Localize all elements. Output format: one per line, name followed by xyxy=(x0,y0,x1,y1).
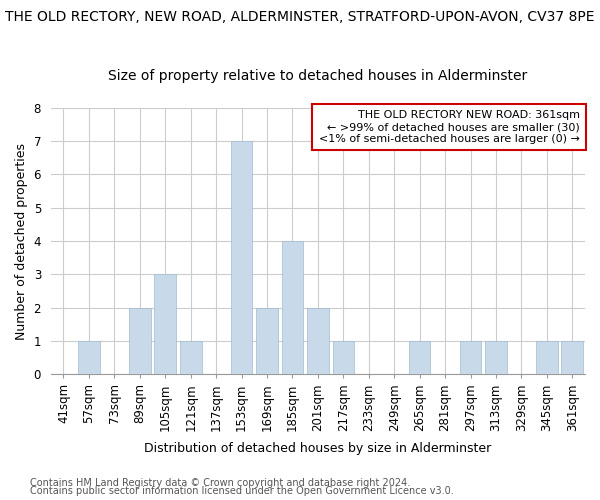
Bar xyxy=(180,341,202,374)
Text: THE OLD RECTORY NEW ROAD: 361sqm
← >99% of detached houses are smaller (30)
<1% : THE OLD RECTORY NEW ROAD: 361sqm ← >99% … xyxy=(319,110,580,144)
X-axis label: Distribution of detached houses by size in Alderminster: Distribution of detached houses by size … xyxy=(144,442,491,455)
Bar xyxy=(332,341,354,374)
Bar xyxy=(78,341,100,374)
Bar xyxy=(485,341,507,374)
Text: THE OLD RECTORY, NEW ROAD, ALDERMINSTER, STRATFORD-UPON-AVON, CV37 8PE: THE OLD RECTORY, NEW ROAD, ALDERMINSTER,… xyxy=(5,10,595,24)
Bar xyxy=(129,308,151,374)
Bar xyxy=(256,308,278,374)
Bar xyxy=(231,141,253,374)
Title: Size of property relative to detached houses in Alderminster: Size of property relative to detached ho… xyxy=(108,69,527,83)
Bar xyxy=(281,241,303,374)
Bar xyxy=(409,341,430,374)
Y-axis label: Number of detached properties: Number of detached properties xyxy=(15,142,28,340)
Text: Contains HM Land Registry data © Crown copyright and database right 2024.: Contains HM Land Registry data © Crown c… xyxy=(30,478,410,488)
Bar xyxy=(460,341,481,374)
Bar xyxy=(154,274,176,374)
Bar xyxy=(307,308,329,374)
Text: Contains public sector information licensed under the Open Government Licence v3: Contains public sector information licen… xyxy=(30,486,454,496)
Bar xyxy=(562,341,583,374)
Bar xyxy=(536,341,557,374)
